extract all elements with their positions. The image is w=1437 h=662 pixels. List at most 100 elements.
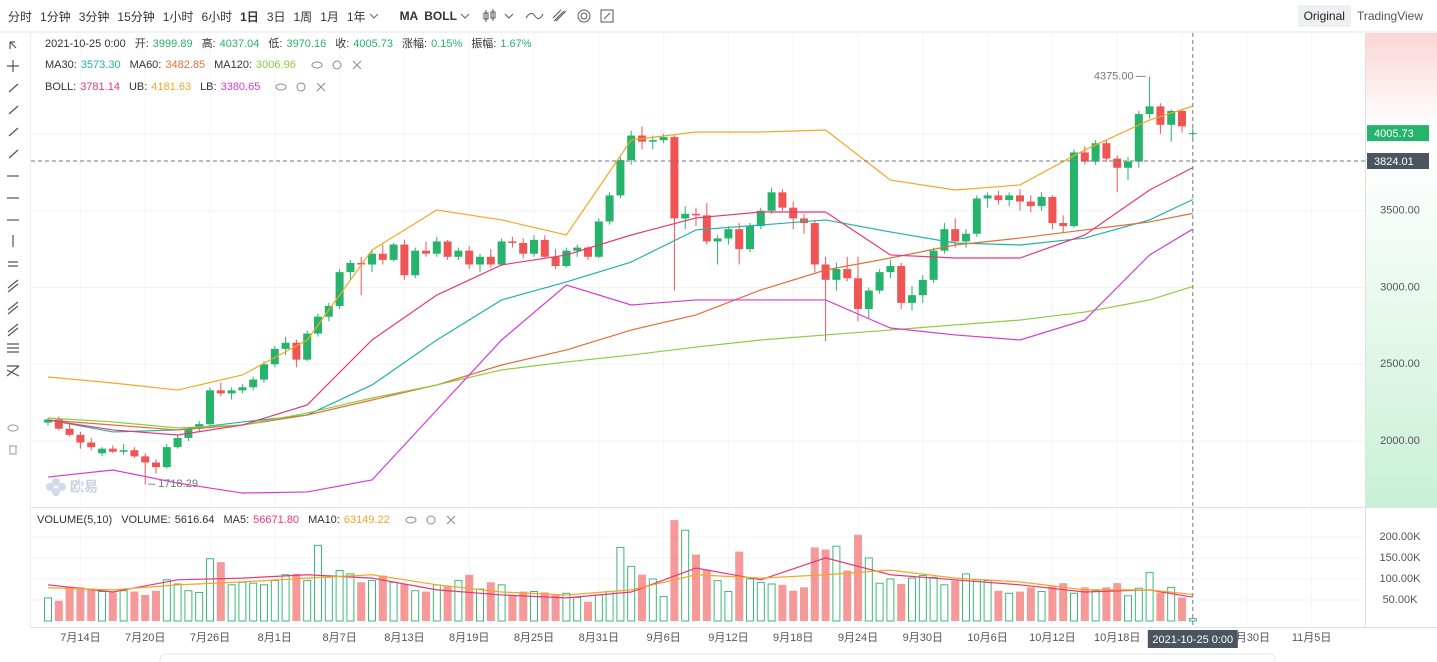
indicator-button[interactable]: BOLL xyxy=(424,9,457,23)
trend-tool[interactable] xyxy=(8,149,19,159)
volume-bar xyxy=(681,529,690,622)
interval-button[interactable]: 6小时 xyxy=(201,9,233,24)
candle-body xyxy=(443,241,452,257)
volume-bar xyxy=(1102,587,1111,621)
volume-bar xyxy=(821,549,830,621)
interval-button[interactable]: 分时 xyxy=(8,9,33,24)
interval-button[interactable]: 1小时 xyxy=(162,9,194,24)
candle-body xyxy=(87,442,96,448)
volume-bar xyxy=(454,580,463,622)
last-price-label: 4005.73 xyxy=(1374,128,1414,140)
volume-bar xyxy=(368,580,376,622)
volume-bar xyxy=(778,584,787,621)
pitchfork-tool[interactable] xyxy=(7,323,19,337)
x-tick-label: 9月24日 xyxy=(838,632,878,644)
volume-bar xyxy=(551,594,560,621)
legend-label: 振幅: xyxy=(471,38,497,50)
candle-body xyxy=(540,239,549,257)
volume-bar xyxy=(972,579,981,622)
candle-body xyxy=(756,210,765,227)
more-intervals[interactable] xyxy=(366,10,382,22)
interval-button[interactable]: 15分钟 xyxy=(117,9,155,24)
candle-body xyxy=(486,256,495,265)
interval-button[interactable]: 1分钟 xyxy=(40,9,71,24)
interval-button[interactable]: 1周 xyxy=(293,9,313,24)
ma-legend: MA30: 3573.30 MA60: 3482.85 MA120: 3006.96 xyxy=(45,57,371,73)
legend-label: MA5: xyxy=(223,514,250,526)
candle-body xyxy=(886,266,895,273)
legend-value: 56671.80 xyxy=(253,514,300,526)
x-tick-label: 8月19日 xyxy=(449,632,489,644)
candle-body xyxy=(454,250,463,257)
candle-body xyxy=(465,250,474,265)
x-tick-label: 9月30日 xyxy=(903,632,943,644)
ray-tool[interactable] xyxy=(8,105,19,115)
interval-button[interactable]: 1月 xyxy=(320,9,339,24)
interval-button[interactable]: 1日 xyxy=(240,9,259,24)
candle-body xyxy=(227,390,236,394)
volume-bar xyxy=(292,573,301,621)
volume-bar xyxy=(1048,586,1057,621)
cursor-tool[interactable] xyxy=(9,41,17,49)
volume-bar xyxy=(486,582,495,621)
ma-legend-controls[interactable] xyxy=(311,58,371,72)
regression-tool[interactable] xyxy=(7,301,19,315)
interval-button[interactable]: 3日 xyxy=(266,9,286,24)
volume-bar xyxy=(1016,591,1024,621)
volume-bar xyxy=(1091,590,1100,622)
volume-legend-controls[interactable] xyxy=(405,513,465,527)
indicator-line xyxy=(47,569,1193,596)
candle-body xyxy=(1026,201,1035,207)
delete-drawings[interactable] xyxy=(9,445,17,455)
candle-body xyxy=(108,448,117,452)
candle-body xyxy=(530,239,538,254)
legend-value: 3573.30 xyxy=(80,59,121,71)
legend-date: 2021-10-25 0:00 xyxy=(45,38,126,50)
hide-drawings[interactable] xyxy=(7,424,19,432)
line-tool[interactable] xyxy=(8,83,19,93)
volume-bar xyxy=(195,591,204,622)
candle-body xyxy=(681,213,690,219)
volume-bar xyxy=(314,544,322,622)
volume-bar xyxy=(141,594,150,621)
drawing-tools[interactable] xyxy=(6,41,20,455)
candle-body xyxy=(346,262,355,273)
candle-body xyxy=(400,244,409,276)
candle-body xyxy=(54,419,63,429)
chart-tools[interactable] xyxy=(481,6,631,26)
indicator-line xyxy=(47,105,1193,391)
gann-tool[interactable] xyxy=(6,365,20,377)
extended-line-tool[interactable] xyxy=(8,127,19,137)
volume-bar xyxy=(540,592,549,621)
indicator-button[interactable]: MA xyxy=(399,9,419,23)
candle-body xyxy=(519,242,528,254)
channel-tool[interactable] xyxy=(7,279,19,293)
volume-bar xyxy=(270,580,279,622)
volume-bar xyxy=(1156,592,1165,621)
crosshair-tool[interactable] xyxy=(7,60,19,72)
candle-body xyxy=(951,229,960,242)
volume-tick-label: 200.00K xyxy=(1380,531,1422,543)
candle-body xyxy=(303,333,312,360)
indicator-line xyxy=(47,228,1194,494)
candle-body xyxy=(389,244,398,260)
candle-body xyxy=(1178,110,1186,127)
parallel-tool[interactable] xyxy=(8,261,18,267)
crosshair-price-label: 3824.01 xyxy=(1374,156,1414,168)
legend-value: 3999.89 xyxy=(152,38,193,50)
legend-value: 0.15% xyxy=(431,38,463,50)
mode-button[interactable]: TradingView xyxy=(1356,9,1423,23)
volume-bar xyxy=(497,584,506,622)
toolbar: 分时 1分钟 3分钟 15分钟 1小时 6小时 1日 3日 1周 1月 1年 MA BOLL Orig… xyxy=(0,0,1437,32)
fib-tool[interactable] xyxy=(7,343,19,353)
y-tick-label: 3000.00 xyxy=(1380,281,1420,293)
interval-button[interactable]: 1年 xyxy=(346,9,366,24)
legend-value: 3482.85 xyxy=(165,59,206,71)
boll-legend-controls[interactable] xyxy=(275,80,335,94)
mode-button[interactable]: Original xyxy=(1297,5,1351,27)
more-indicators[interactable] xyxy=(457,10,473,22)
volume-bar xyxy=(627,565,636,622)
candle-body xyxy=(746,226,754,250)
candle-body xyxy=(551,256,560,267)
interval-button[interactable]: 3分钟 xyxy=(78,9,110,24)
